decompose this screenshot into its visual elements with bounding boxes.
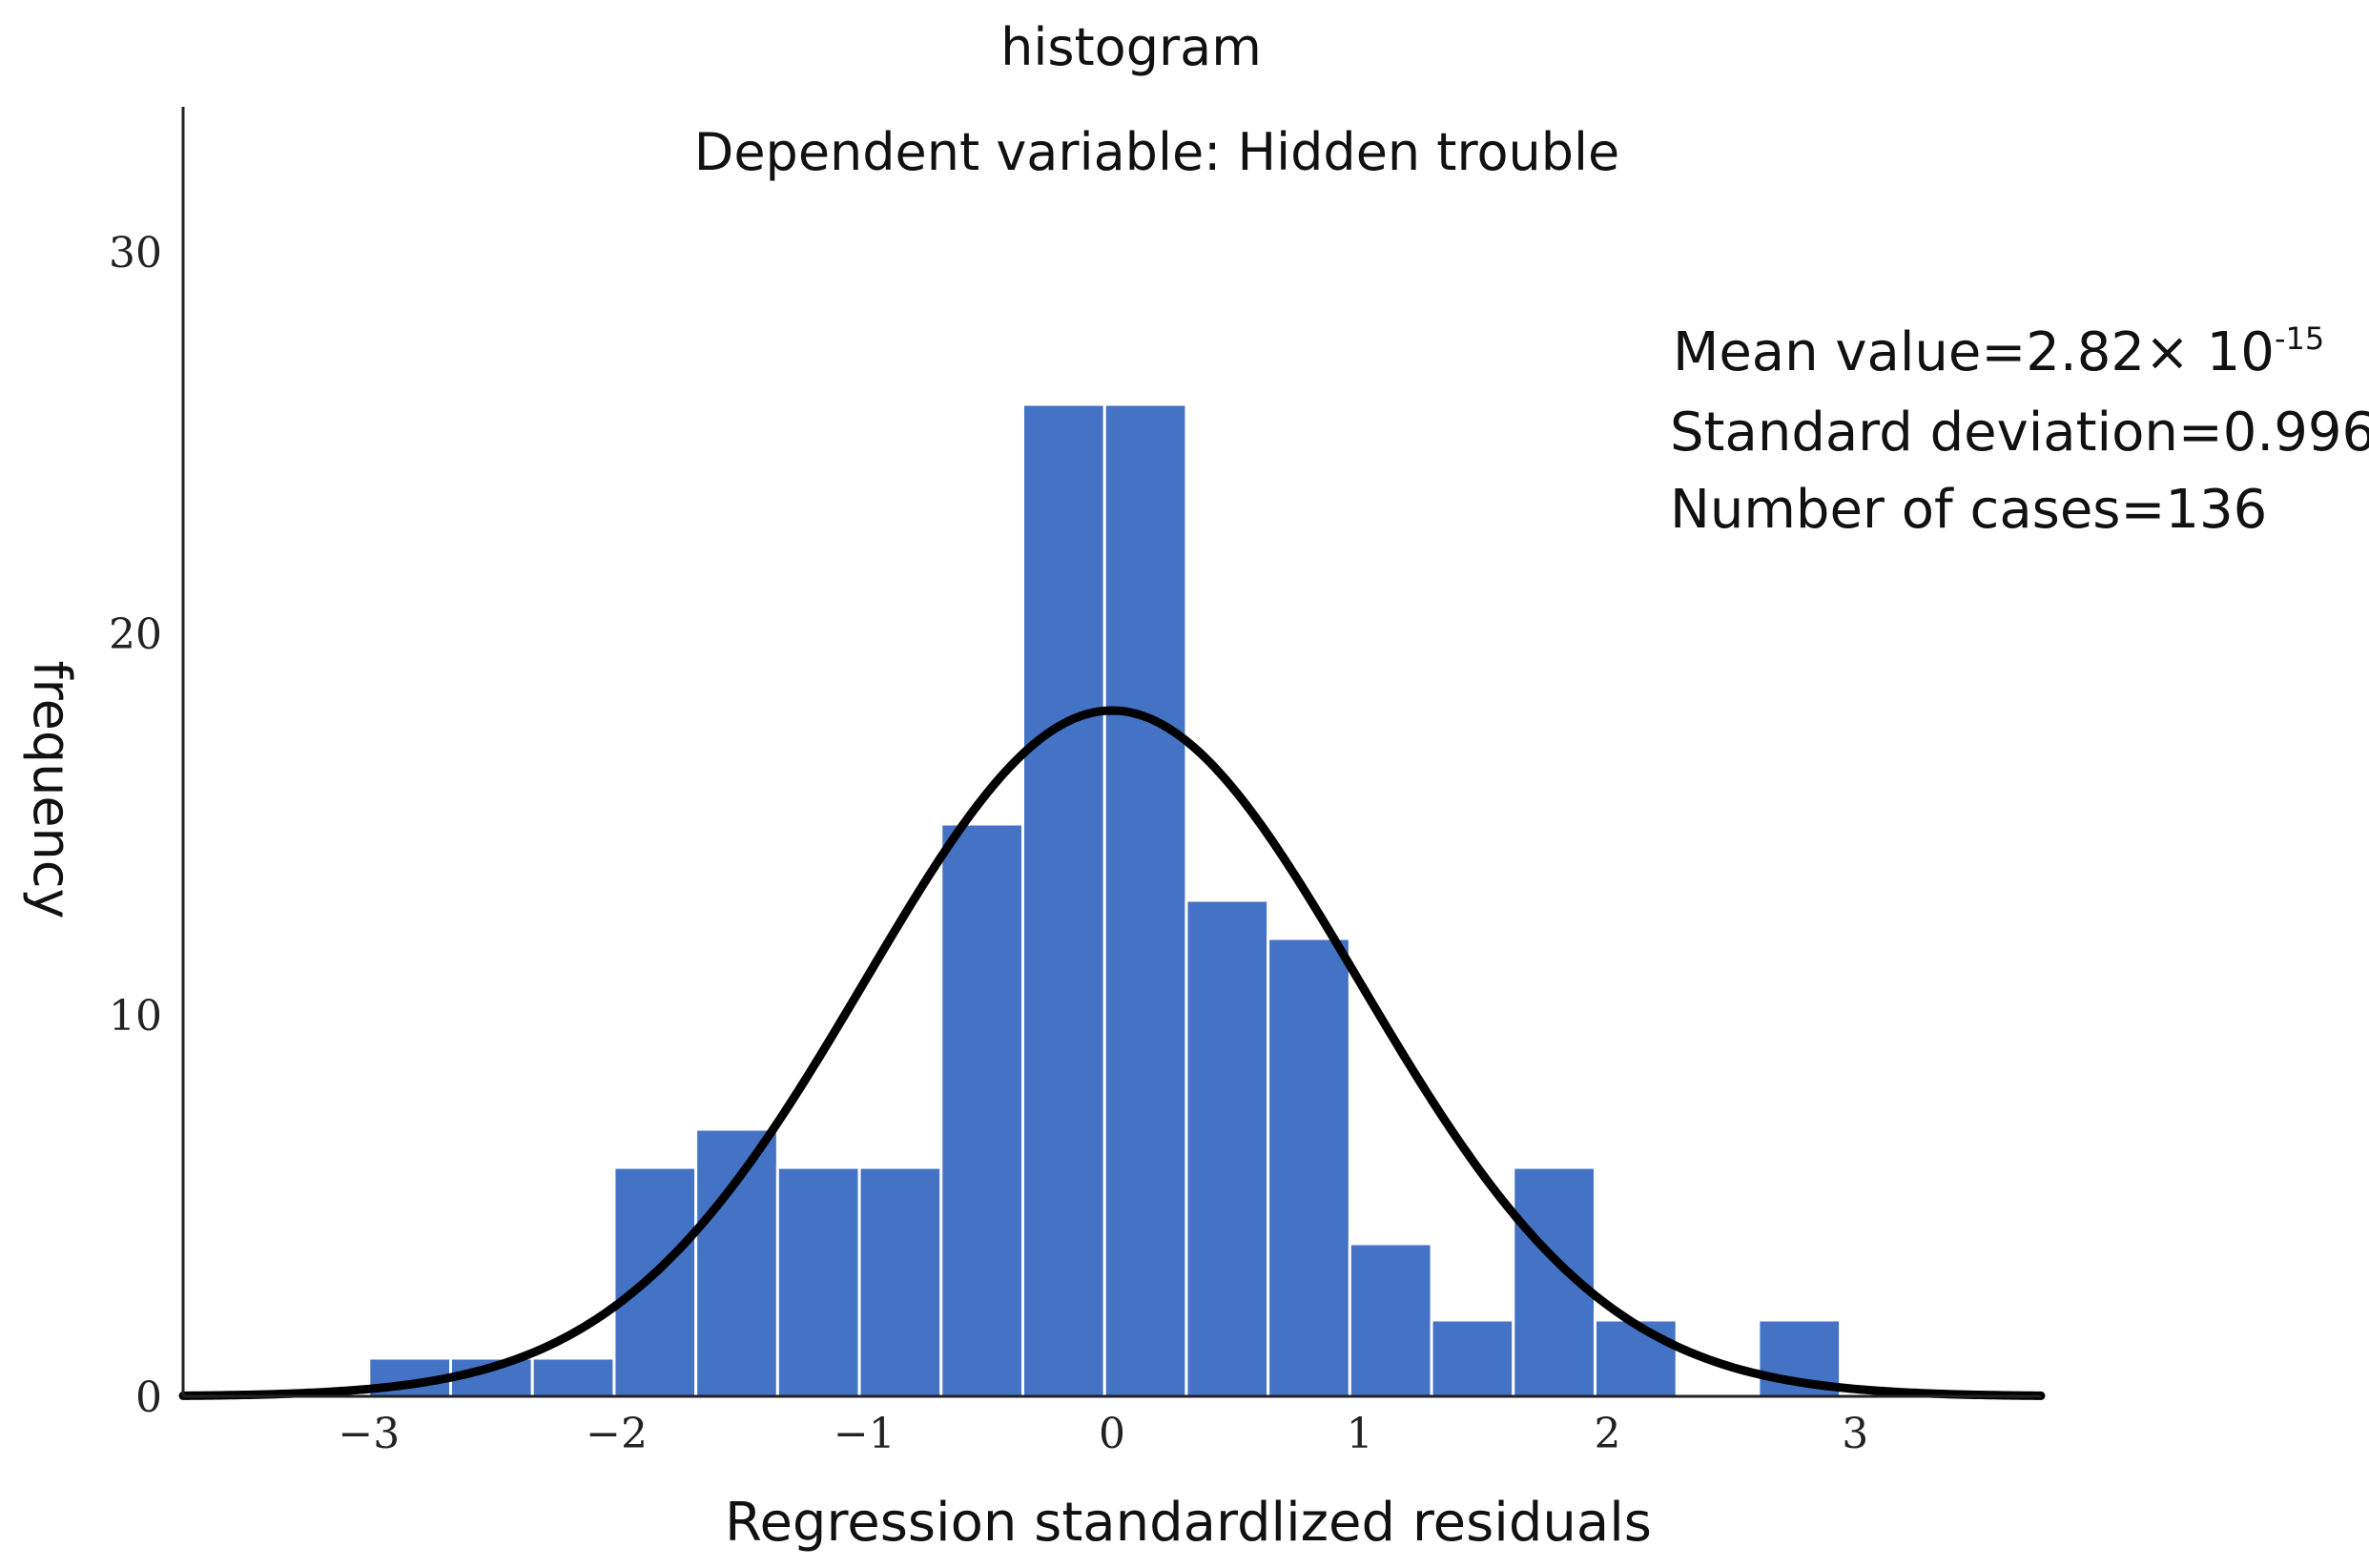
histogram-bar (1348, 1242, 1433, 1398)
histogram-bar (694, 1127, 779, 1398)
normal-curve (178, 706, 2046, 1400)
histogram-bar (1184, 898, 1270, 1398)
mean-annotation-exponent: -15 (2275, 320, 2324, 357)
y-tick-label: 0 (135, 1373, 162, 1422)
y-axis-label: frequency (22, 661, 82, 919)
x-tick-labels: −3 −2 −1 0 1 2 3 (338, 1410, 1868, 1458)
y-tick-labels: 0 10 20 30 (109, 229, 162, 1422)
histogram-bar (1267, 937, 1351, 1398)
stats-annotation: Mean value=2.82× 10-15 Standard deviatio… (1670, 320, 2369, 541)
y-tick-label: 20 (109, 610, 162, 659)
y-tick-label: 10 (109, 992, 162, 1041)
histogram-bars (367, 402, 1843, 1398)
n-annotation: Number of cases=136 (1670, 479, 2267, 541)
histogram-bar (530, 1356, 616, 1398)
x-tick-label: 2 (1594, 1410, 1620, 1458)
histogram-bar (1102, 402, 1188, 1398)
mean-annotation: Mean value=2.82× 10-15 (1673, 320, 2324, 383)
x-tick-label: −2 (586, 1410, 648, 1458)
x-tick-label: 1 (1347, 1410, 1373, 1458)
y-tick-label: 30 (109, 229, 162, 278)
x-tick-label: −1 (834, 1410, 896, 1458)
histogram-bar (1430, 1318, 1515, 1398)
mean-annotation-text: Mean value=2.82× 10 (1673, 321, 2275, 383)
histogram-bar (1021, 402, 1106, 1398)
histogram-bar (1593, 1318, 1679, 1398)
sd-annotation: Standard deviation=0.996 (1670, 402, 2369, 464)
chart-subtitle: Dependent variable: Hidden trouble (694, 122, 1620, 182)
chart-title: histogram (1000, 17, 1262, 77)
x-tick-label: −3 (338, 1410, 400, 1458)
histogram-bar (775, 1166, 861, 1398)
histogram-bar (857, 1166, 943, 1398)
x-axis-label: Regression standardlized residuals (725, 1492, 1652, 1554)
x-tick-label: 0 (1099, 1410, 1125, 1458)
histogram-bar (939, 822, 1024, 1398)
x-tick-label: 3 (1842, 1410, 1868, 1458)
histogram-bar (612, 1166, 698, 1398)
